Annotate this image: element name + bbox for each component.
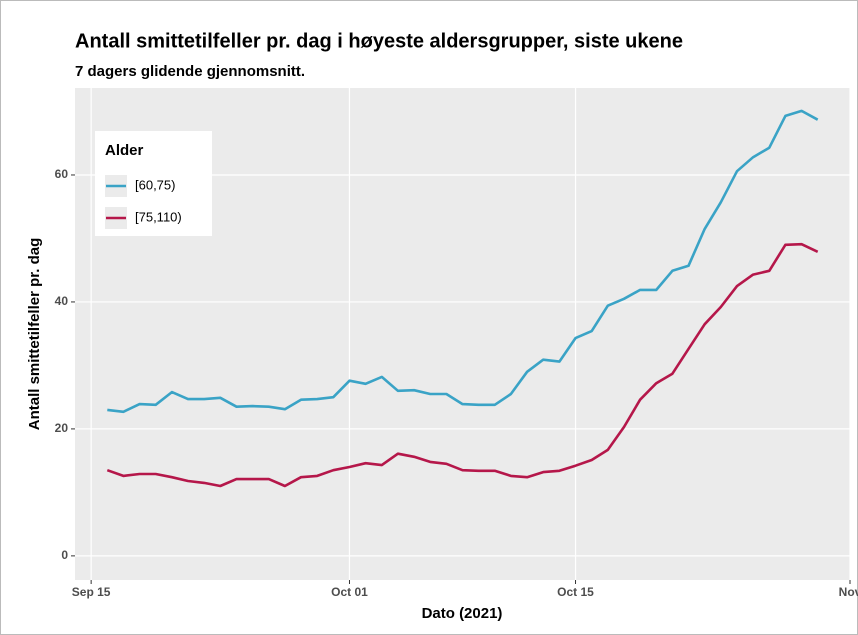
y-axis-title: Antall smittetilfeller pr. dag [26,238,43,431]
y-tick-label: 60 [55,167,69,181]
chart-title: Antall smittetilfeller pr. dag i høyeste… [75,30,683,52]
y-tick-label: 20 [55,421,69,435]
y-tick-label: 0 [61,548,68,562]
series-line [106,242,819,488]
legend-title: Alder [105,142,144,159]
chart-subtitle: 7 dagers glidende gjennomsnitt. [75,63,305,80]
x-tick-label: Sep 15 [72,585,111,599]
series-line [107,109,819,414]
legend-label: [60,75) [135,177,175,192]
legend-label: [75,110) [135,209,182,224]
x-tick-label: Oct 01 [331,585,368,599]
x-tick-label: Nov [839,585,858,599]
x-tick-label: Oct 15 [557,585,594,599]
y-tick-label: 40 [55,294,69,308]
x-axis-title: Dato (2021) [422,605,503,622]
